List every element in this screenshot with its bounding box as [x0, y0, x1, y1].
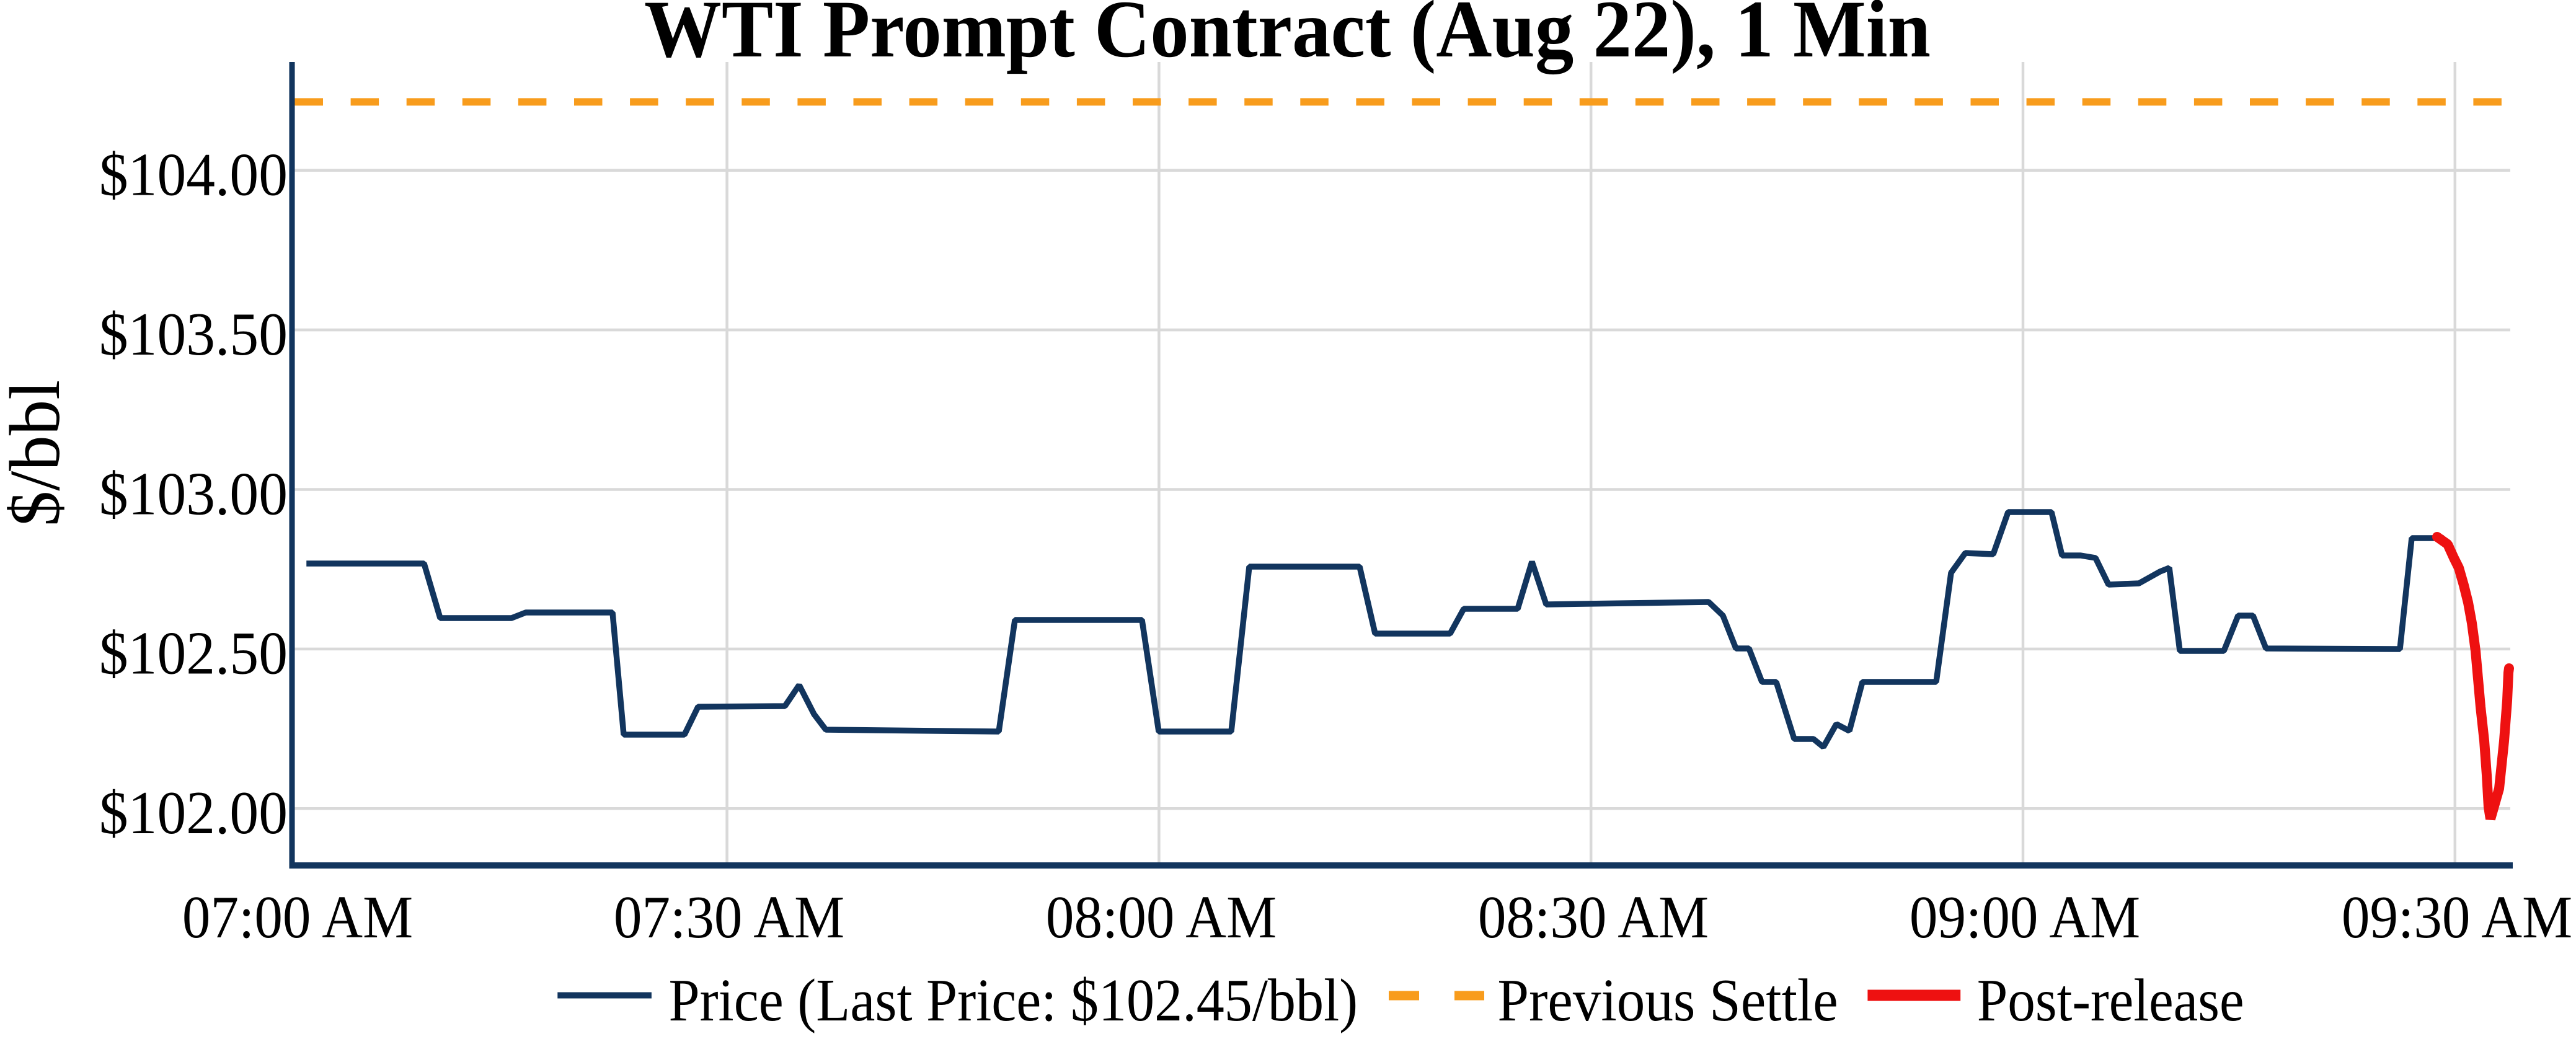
svg-text:$102.50: $102.50 [99, 620, 288, 687]
svg-text:$102.00: $102.00 [99, 779, 288, 846]
svg-text:09:30 AM: 09:30 AM [2342, 884, 2572, 951]
svg-text:$103.00: $103.00 [99, 460, 288, 527]
svg-text:Previous Settle: Previous Settle [1497, 967, 1838, 1034]
svg-text:08:30 AM: 08:30 AM [1478, 884, 1709, 951]
svg-text:$/bbl: $/bbl [0, 380, 74, 526]
svg-text:Price (Last Price: $102.45/bbl: Price (Last Price: $102.45/bbl) [669, 967, 1358, 1034]
svg-text:WTI Prompt Contract (Aug 22),: WTI Prompt Contract (Aug 22), 1 Min [644, 0, 1931, 75]
svg-text:07:00 AM: 07:00 AM [182, 884, 413, 951]
svg-text:09:00 AM: 09:00 AM [1910, 884, 2140, 951]
svg-text:07:30 AM: 07:30 AM [614, 884, 844, 951]
svg-text:08:00 AM: 08:00 AM [1046, 884, 1277, 951]
svg-text:$104.00: $104.00 [99, 141, 288, 208]
svg-text:$103.50: $103.50 [99, 301, 288, 368]
svg-text:Post-release: Post-release [1977, 967, 2244, 1034]
